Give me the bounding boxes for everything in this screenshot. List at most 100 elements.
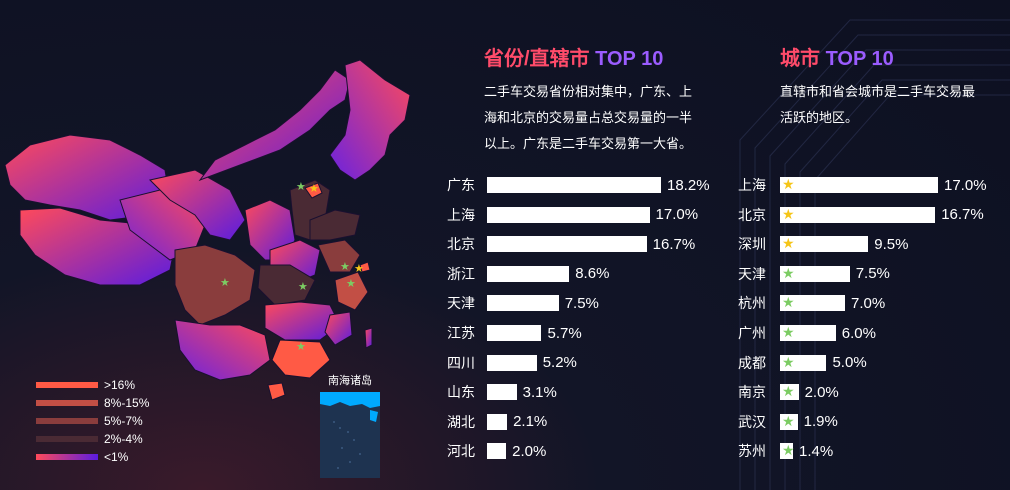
bar-row: 山东 3.1% (447, 377, 557, 407)
bar-row: 深圳 ★ 9.5% (738, 229, 908, 259)
legend-item: <1% (36, 448, 149, 466)
bar-category-label: 广州 (738, 326, 766, 342)
star-icon: ★ (782, 384, 795, 401)
bar-category-label: 成都 (738, 355, 766, 372)
bar: ★ (780, 236, 869, 253)
bar-category-label: 四川 (447, 355, 475, 372)
bar-row: 杭州 ★ 7.0% (738, 288, 885, 318)
province-section-title: 省份/直辖市 TOP 10 (484, 42, 663, 71)
bar-row: 北京 ★ 16.7% (738, 200, 984, 230)
star-icon: ★ (298, 280, 308, 293)
city-title-cn: 城市 (780, 48, 820, 70)
legend-item: 5%-7% (36, 412, 149, 430)
bar: ★ (780, 177, 938, 193)
star-icon: ★ (309, 182, 319, 195)
bar-category-label: 深圳 (738, 237, 766, 254)
bar (487, 236, 647, 253)
star-icon: ★ (782, 206, 795, 223)
city-title-en: TOP 10 (825, 48, 894, 70)
bar-row: 湖北 2.1% (447, 407, 547, 437)
region-zhejiang (334, 271, 369, 311)
inset-map (320, 392, 380, 478)
region-sichuan (174, 244, 256, 326)
bar-category-label: 南京 (738, 385, 766, 402)
region-northeast (329, 59, 411, 181)
region-jiangsu (317, 239, 361, 273)
bar (487, 265, 570, 282)
bar-row: 天津 ★ 7.5% (738, 259, 890, 289)
legend-item: 8%-15% (36, 394, 149, 412)
star-icon: ★ (782, 354, 795, 371)
bar-category-label: 浙江 (447, 266, 475, 283)
bar-value-label: 9.5% (874, 235, 909, 253)
bar (487, 354, 537, 371)
bar-row: 浙江 8.6% (447, 259, 609, 289)
bar-row: 四川 5.2% (447, 348, 577, 378)
bar: ★ (780, 354, 827, 371)
bar-value-label: 16.7% (941, 206, 984, 224)
bar: ★ (780, 206, 936, 223)
bar: ★ (780, 325, 836, 341)
city-section-title: 城市 TOP 10 (780, 42, 894, 71)
bar (487, 325, 542, 341)
bar: ★ (780, 443, 795, 460)
region-shandong (309, 209, 361, 241)
bar-value-label: 7.0% (851, 294, 886, 312)
bar-category-label: 苏州 (738, 444, 766, 461)
bar-row: 广东 18.2% (447, 170, 710, 200)
star-icon: ★ (346, 277, 356, 290)
star-icon: ★ (782, 325, 795, 341)
bar-category-label: 北京 (738, 207, 766, 224)
star-icon: ★ (782, 413, 795, 430)
bar-category-label: 杭州 (738, 296, 766, 313)
bar-category-label: 湖北 (447, 414, 475, 431)
bar: ★ (780, 413, 798, 430)
region-hubei (257, 264, 316, 306)
region-fujian (324, 311, 353, 346)
legend-item: >16% (36, 376, 149, 394)
bar-value-label: 5.2% (542, 354, 577, 372)
bar-value-label: 7.5% (855, 265, 890, 283)
bar-row: 江苏 5.7% (447, 318, 582, 348)
map-legend: >16% 8%-15% 5%-7% 2%-4% <1% (36, 376, 149, 466)
bar (487, 206, 650, 223)
desc-line: 以上。广东是二手车交易第一大省。 (484, 137, 693, 152)
bar: ★ (780, 265, 850, 282)
bar-value-label: 2.0% (512, 442, 547, 460)
bar-value-label: 18.2% (667, 176, 710, 194)
province-title-en: TOP 10 (595, 48, 664, 70)
desc-line: 二手车交易省份相对集中，广东、上 (484, 85, 693, 100)
bar-category-label: 北京 (447, 237, 475, 254)
star-icon: ★ (354, 262, 364, 275)
bar: ★ (780, 384, 799, 401)
bar-value-label: 7.5% (564, 294, 599, 312)
inset-title: 南海诸岛 (328, 374, 372, 387)
bar-row: 南京 ★ 2.0% (738, 377, 839, 407)
bar-value-label: 5.7% (547, 324, 582, 342)
bar-category-label: 上海 (738, 178, 766, 194)
bar-category-label: 上海 (447, 207, 475, 224)
star-icon: ★ (220, 276, 230, 289)
bar-category-label: 山东 (447, 385, 475, 402)
legend-label: <1% (104, 450, 129, 464)
bar-row: 河北 2.0% (447, 436, 546, 466)
region-taiwan (364, 327, 373, 349)
bar-category-label: 广东 (447, 178, 475, 194)
bar-category-label: 武汉 (738, 414, 766, 431)
bar-category-label: 江苏 (447, 326, 475, 342)
region-guangdong (271, 339, 331, 379)
region-shanghai (359, 261, 371, 273)
bar-row: 北京 16.7% (447, 229, 695, 259)
star-icon: ★ (782, 295, 795, 312)
star-icon: ★ (782, 265, 795, 282)
south-china-sea-inset: 南海诸岛 (320, 372, 380, 478)
bar-value-label: 1.4% (799, 442, 834, 460)
province-title-cn: 省份/直辖市 (484, 48, 590, 70)
bar-category-label: 天津 (447, 296, 475, 313)
legend-swatch (36, 418, 98, 424)
bar-value-label: 6.0% (841, 324, 876, 342)
bar-row: 广州 ★ 6.0% (738, 318, 876, 348)
bar (487, 295, 559, 312)
desc-line: 活跃的地区。 (780, 111, 859, 126)
province-description: 二手车交易省份相对集中，广东、上 海和北京的交易量占总交易量的一半 以上。广东是… (484, 80, 692, 158)
